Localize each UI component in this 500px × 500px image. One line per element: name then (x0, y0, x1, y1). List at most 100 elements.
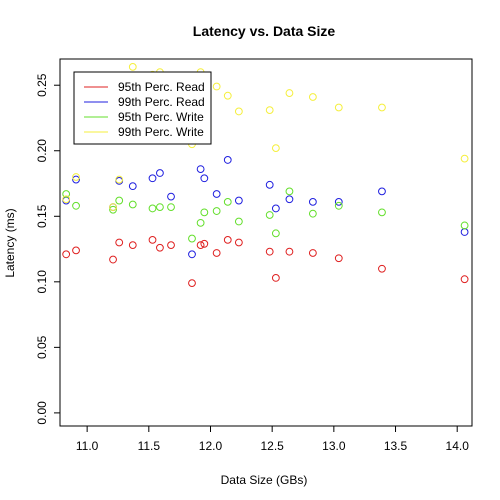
y-tick-label: 0.25 (35, 73, 49, 97)
data-point (109, 203, 117, 212)
data-point (285, 247, 294, 256)
data-point (308, 93, 317, 101)
data-point (223, 235, 232, 244)
data-point (271, 144, 280, 153)
data-point (334, 254, 343, 263)
data-point (128, 200, 137, 209)
x-tick-label: 11.0 (76, 439, 99, 453)
data-point (212, 207, 221, 215)
data-point (148, 204, 157, 213)
data-point (62, 250, 71, 259)
legend-label: 99th Perc. Write (118, 125, 204, 139)
series-points (62, 187, 469, 243)
data-point (378, 103, 386, 112)
data-point (72, 201, 80, 210)
data-point (156, 169, 164, 177)
data-point (72, 173, 80, 181)
legend-label: 95th Perc. Write (118, 110, 204, 124)
data-point (72, 175, 80, 184)
data-point (271, 273, 280, 282)
data-point (62, 190, 71, 198)
data-point (188, 279, 196, 288)
data-point (334, 103, 343, 112)
data-point (334, 197, 343, 206)
data-point (200, 208, 209, 217)
data-point (271, 229, 280, 238)
data-point (285, 187, 294, 196)
legend-label: 95th Perc. Read (118, 80, 205, 94)
data-point (200, 174, 209, 183)
data-point (196, 218, 205, 227)
data-point (212, 82, 221, 91)
data-point (128, 241, 137, 250)
series-points (62, 235, 469, 288)
y-tick-label: 0.15 (35, 204, 49, 228)
data-point (234, 238, 243, 247)
data-point (378, 208, 386, 217)
legend-label: 99th Perc. Read (118, 95, 205, 109)
data-point (115, 238, 124, 247)
data-point (212, 249, 221, 257)
x-tick-label: 12.5 (260, 439, 284, 453)
data-point (148, 174, 157, 183)
data-point (234, 107, 243, 116)
data-point (460, 275, 469, 284)
data-point (285, 195, 294, 204)
data-point (109, 255, 117, 264)
data-point (234, 196, 243, 205)
data-point (308, 209, 317, 218)
data-point (378, 264, 386, 273)
data-point (167, 241, 175, 250)
data-point (148, 235, 157, 244)
series-points (62, 156, 469, 259)
data-point (271, 204, 280, 213)
data-point (460, 228, 469, 236)
x-tick-label: 14.0 (446, 439, 470, 453)
data-point (265, 211, 274, 219)
y-tick-label: 0.05 (35, 335, 49, 359)
x-axis-label: Data Size (GBs) (221, 473, 308, 487)
data-point (308, 249, 317, 257)
data-point (188, 234, 196, 243)
y-tick-label: 0.10 (35, 270, 49, 294)
data-point (378, 187, 386, 196)
y-axis: 0.00 0.05 0.10 0.15 0.20 0.25 (35, 73, 60, 425)
data-point (115, 196, 124, 205)
x-tick-label: 13.5 (384, 439, 408, 453)
plot-frame (59, 58, 473, 427)
data-point (156, 203, 164, 212)
x-tick-label: 11.5 (138, 439, 161, 453)
data-point (308, 197, 317, 206)
data-point (188, 250, 196, 259)
data-point (115, 175, 124, 184)
data-point (62, 195, 71, 204)
data-point (265, 106, 274, 115)
data-point (200, 239, 209, 248)
data-point (265, 247, 274, 256)
data-point (223, 197, 232, 206)
data-point (109, 205, 117, 214)
data-point (265, 180, 274, 189)
chart-title: Latency vs. Data Size (193, 23, 336, 39)
y-tick-label: 0.20 (35, 139, 49, 163)
data-point (167, 203, 175, 212)
data-point (128, 182, 137, 191)
data-points (62, 62, 469, 288)
data-point (72, 246, 80, 255)
data-point (196, 165, 205, 174)
data-point (156, 243, 164, 252)
data-point (334, 201, 343, 210)
data-point (460, 154, 469, 163)
x-tick-label: 12.0 (199, 439, 223, 453)
data-point (167, 192, 175, 201)
data-point (223, 91, 232, 100)
data-point (223, 156, 232, 164)
data-point (234, 217, 243, 226)
data-point (196, 241, 205, 250)
data-point (460, 221, 469, 230)
data-point (285, 89, 294, 97)
y-axis-label: Latency (ms) (3, 208, 17, 277)
data-point (212, 190, 221, 198)
